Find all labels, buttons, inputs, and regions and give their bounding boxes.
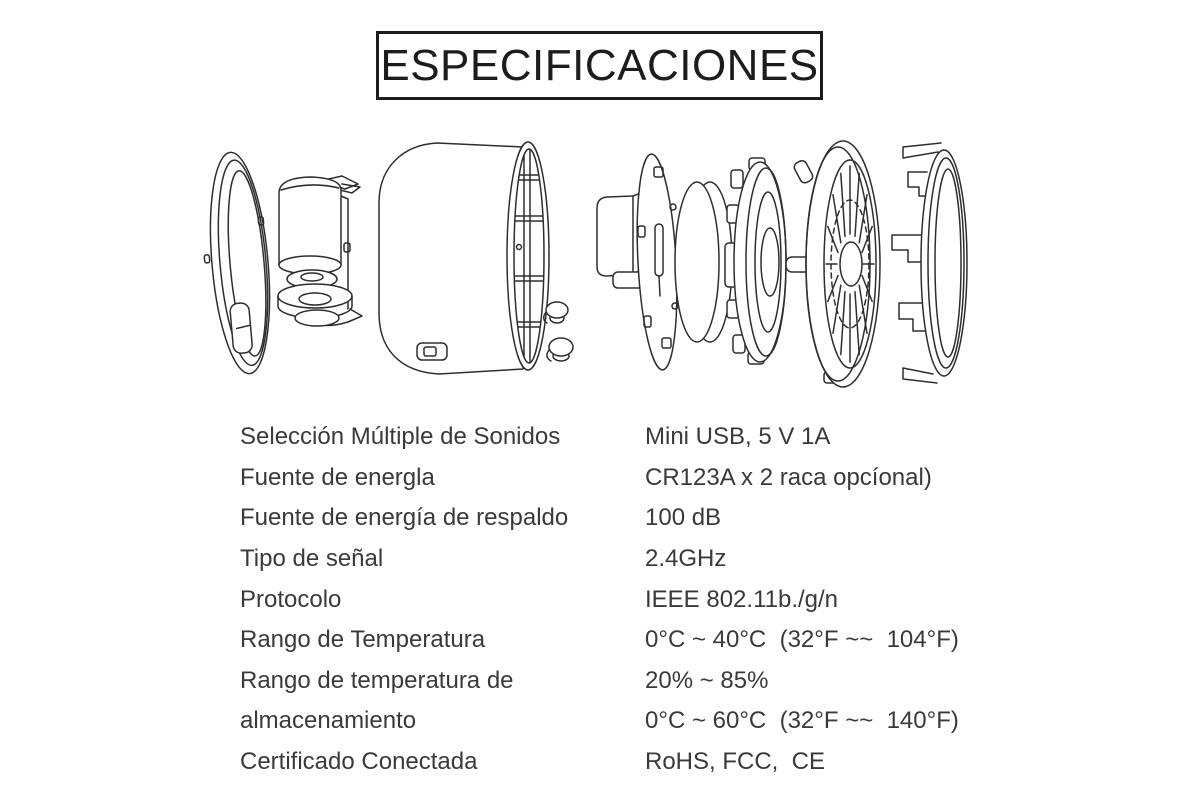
spec-row: Certificado Conectada RoHS, FCC, CE — [240, 742, 1020, 783]
part-speaker-driver — [674, 181, 733, 343]
page-title: ESPECIFICACIONES — [380, 40, 819, 90]
spec-row: Protocolo IEEE 802.11b./g/n — [240, 579, 1020, 620]
title-box: ESPECIFICACIONES — [376, 31, 823, 100]
spec-value: RoHS, FCC, CE — [645, 748, 826, 776]
spec-label: Rango de Temperatura — [240, 626, 486, 654]
spec-row: Fuente de energía de respaldo 100 dB — [240, 498, 1020, 539]
spec-table: Selección Múltiple de Sonidos Mini USB, … — [240, 417, 1020, 782]
part-mounting-bracket — [891, 142, 968, 384]
part-main-housing — [378, 141, 550, 375]
exploded-view-diagram — [203, 140, 968, 388]
spec-label: Protocolo — [240, 585, 342, 613]
spec-value: 100 dB — [645, 504, 722, 532]
grille-web-pattern — [825, 165, 875, 363]
spec-label: Selección Múltiple de Sonidos — [240, 423, 561, 451]
part-speaker-grille — [785, 140, 881, 388]
part-screws — [543, 301, 574, 362]
part-front-bezel-ring — [203, 151, 271, 375]
spec-label: Tipo de señal — [240, 545, 384, 573]
part-gasket-gear-ring — [724, 157, 787, 365]
spec-value: 20% ~ 85% — [645, 666, 769, 694]
spec-row: Rango de temperatura de 20% ~ 85% — [240, 661, 1020, 702]
spec-row: Selección Múltiple de Sonidos Mini USB, … — [240, 417, 1020, 458]
spec-value: 0°C ~ 60°C (32°F ~~ 140°F) — [645, 707, 959, 735]
part-battery — [277, 175, 363, 327]
spec-row: Tipo de señal 2.4GHz — [240, 539, 1020, 580]
spec-label: Fuente de energla — [240, 463, 435, 491]
spec-value: CR123A x 2 raca opcíonal) — [645, 463, 932, 491]
spec-label: Rango de temperatura de — [240, 666, 514, 694]
spec-value: 2.4GHz — [645, 545, 727, 573]
spec-label: almacenamiento — [240, 707, 417, 735]
spec-row: Fuente de energla CR123A x 2 raca opcíon… — [240, 458, 1020, 499]
spec-row: almacenamiento 0°C ~ 60°C (32°F ~~ 140°F… — [240, 701, 1020, 742]
spec-value: 0°C ~ 40°C (32°F ~~ 104°F) — [645, 626, 959, 654]
spec-value: Mini USB, 5 V 1A — [645, 423, 831, 451]
spec-row: Rango de Temperatura 0°C ~ 40°C (32°F ~~… — [240, 620, 1020, 661]
spec-label: Fuente de energía de respaldo — [240, 504, 569, 532]
spec-label: Certificado Conectada — [240, 748, 478, 776]
part-back-plate — [636, 153, 679, 371]
spec-value: IEEE 802.11b./g/n — [645, 585, 839, 613]
